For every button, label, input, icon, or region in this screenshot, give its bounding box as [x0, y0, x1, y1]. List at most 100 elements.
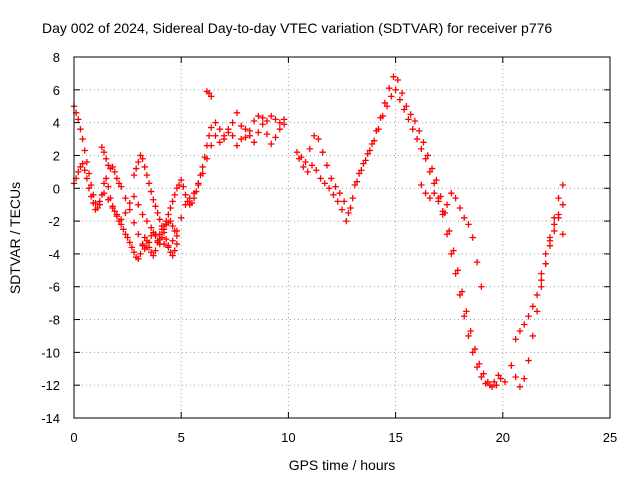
data-point [184, 198, 191, 205]
x-tick-label: 10 [281, 430, 295, 445]
x-axis-label: GPS time / hours [289, 457, 396, 473]
data-point [111, 208, 118, 215]
data-point [229, 119, 236, 126]
data-point [452, 270, 459, 277]
data-point [551, 221, 558, 228]
data-point [497, 375, 504, 382]
data-point [538, 270, 545, 277]
data-point [77, 163, 84, 171]
data-point [233, 109, 241, 116]
data-point [145, 239, 153, 246]
data-point [529, 303, 537, 310]
data-point [454, 267, 461, 274]
data-point [137, 152, 144, 159]
data-point [508, 362, 515, 369]
data-point [255, 112, 262, 120]
data-point [143, 244, 151, 251]
data-point [400, 106, 408, 113]
data-point [259, 114, 266, 121]
data-point [396, 96, 404, 103]
data-point [105, 162, 112, 169]
data-point [259, 121, 266, 128]
data-point [199, 163, 206, 171]
data-point [147, 188, 155, 195]
data-point [96, 198, 103, 205]
data-point [124, 234, 131, 241]
data-point [150, 229, 157, 236]
data-point [415, 127, 423, 135]
data-point [276, 126, 284, 133]
data-point [102, 175, 110, 182]
data-point [529, 332, 537, 340]
data-point [141, 234, 148, 241]
data-point [516, 383, 524, 391]
data-point [98, 144, 106, 151]
data-point [516, 327, 524, 335]
data-point [390, 73, 397, 80]
data-point [156, 240, 163, 248]
data-point [242, 126, 249, 133]
data-point [109, 204, 116, 212]
data-point [308, 162, 316, 169]
data-point [100, 180, 108, 187]
data-point [379, 112, 386, 120]
data-point [471, 345, 479, 353]
data-point [175, 181, 183, 189]
y-tick-label: -14 [41, 411, 60, 426]
data-point [135, 231, 142, 238]
data-point [81, 147, 88, 154]
data-point [79, 135, 86, 143]
data-point [90, 199, 97, 207]
data-point [169, 222, 176, 230]
data-point [75, 168, 82, 176]
data-point [263, 117, 271, 125]
data-point [128, 244, 136, 251]
data-point [117, 216, 125, 223]
data-point [242, 134, 249, 141]
y-tick-label: -6 [48, 280, 60, 295]
y-tick-label: 6 [53, 83, 60, 98]
data-point [559, 181, 567, 189]
data-point [448, 250, 455, 258]
data-point [482, 380, 489, 387]
data-point [370, 137, 378, 144]
data-point [443, 231, 451, 238]
data-point [332, 183, 339, 190]
data-point [334, 198, 341, 205]
data-point [216, 126, 223, 133]
data-point [143, 171, 151, 179]
data-point [315, 135, 322, 143]
data-point [83, 158, 91, 166]
data-point [533, 291, 541, 299]
data-point [250, 139, 258, 146]
data-point [366, 147, 374, 154]
data-point [469, 234, 476, 241]
data-point [87, 193, 95, 200]
data-point [165, 242, 172, 249]
data-point [409, 126, 416, 133]
data-point [171, 247, 178, 254]
data-point [154, 209, 161, 217]
data-point [122, 209, 129, 217]
chart-title: Day 002 of 2024, Sidereal Day-to-day VTE… [42, 20, 552, 36]
data-point [443, 201, 451, 208]
data-point [476, 360, 483, 368]
data-point [197, 171, 204, 179]
data-point [385, 84, 393, 92]
data-point [220, 135, 228, 143]
data-point [130, 219, 138, 226]
data-point [246, 132, 254, 139]
data-point [105, 183, 112, 190]
data-point [493, 381, 500, 389]
data-point [394, 76, 401, 84]
data-point [398, 89, 406, 97]
data-point [521, 375, 528, 382]
data-point [328, 175, 335, 182]
data-point [469, 349, 476, 356]
data-point [137, 250, 144, 258]
data-point [126, 239, 133, 246]
x-tick-label: 25 [603, 430, 617, 445]
data-point [171, 191, 178, 199]
plot-frame [73, 56, 611, 419]
data-point [435, 198, 442, 205]
